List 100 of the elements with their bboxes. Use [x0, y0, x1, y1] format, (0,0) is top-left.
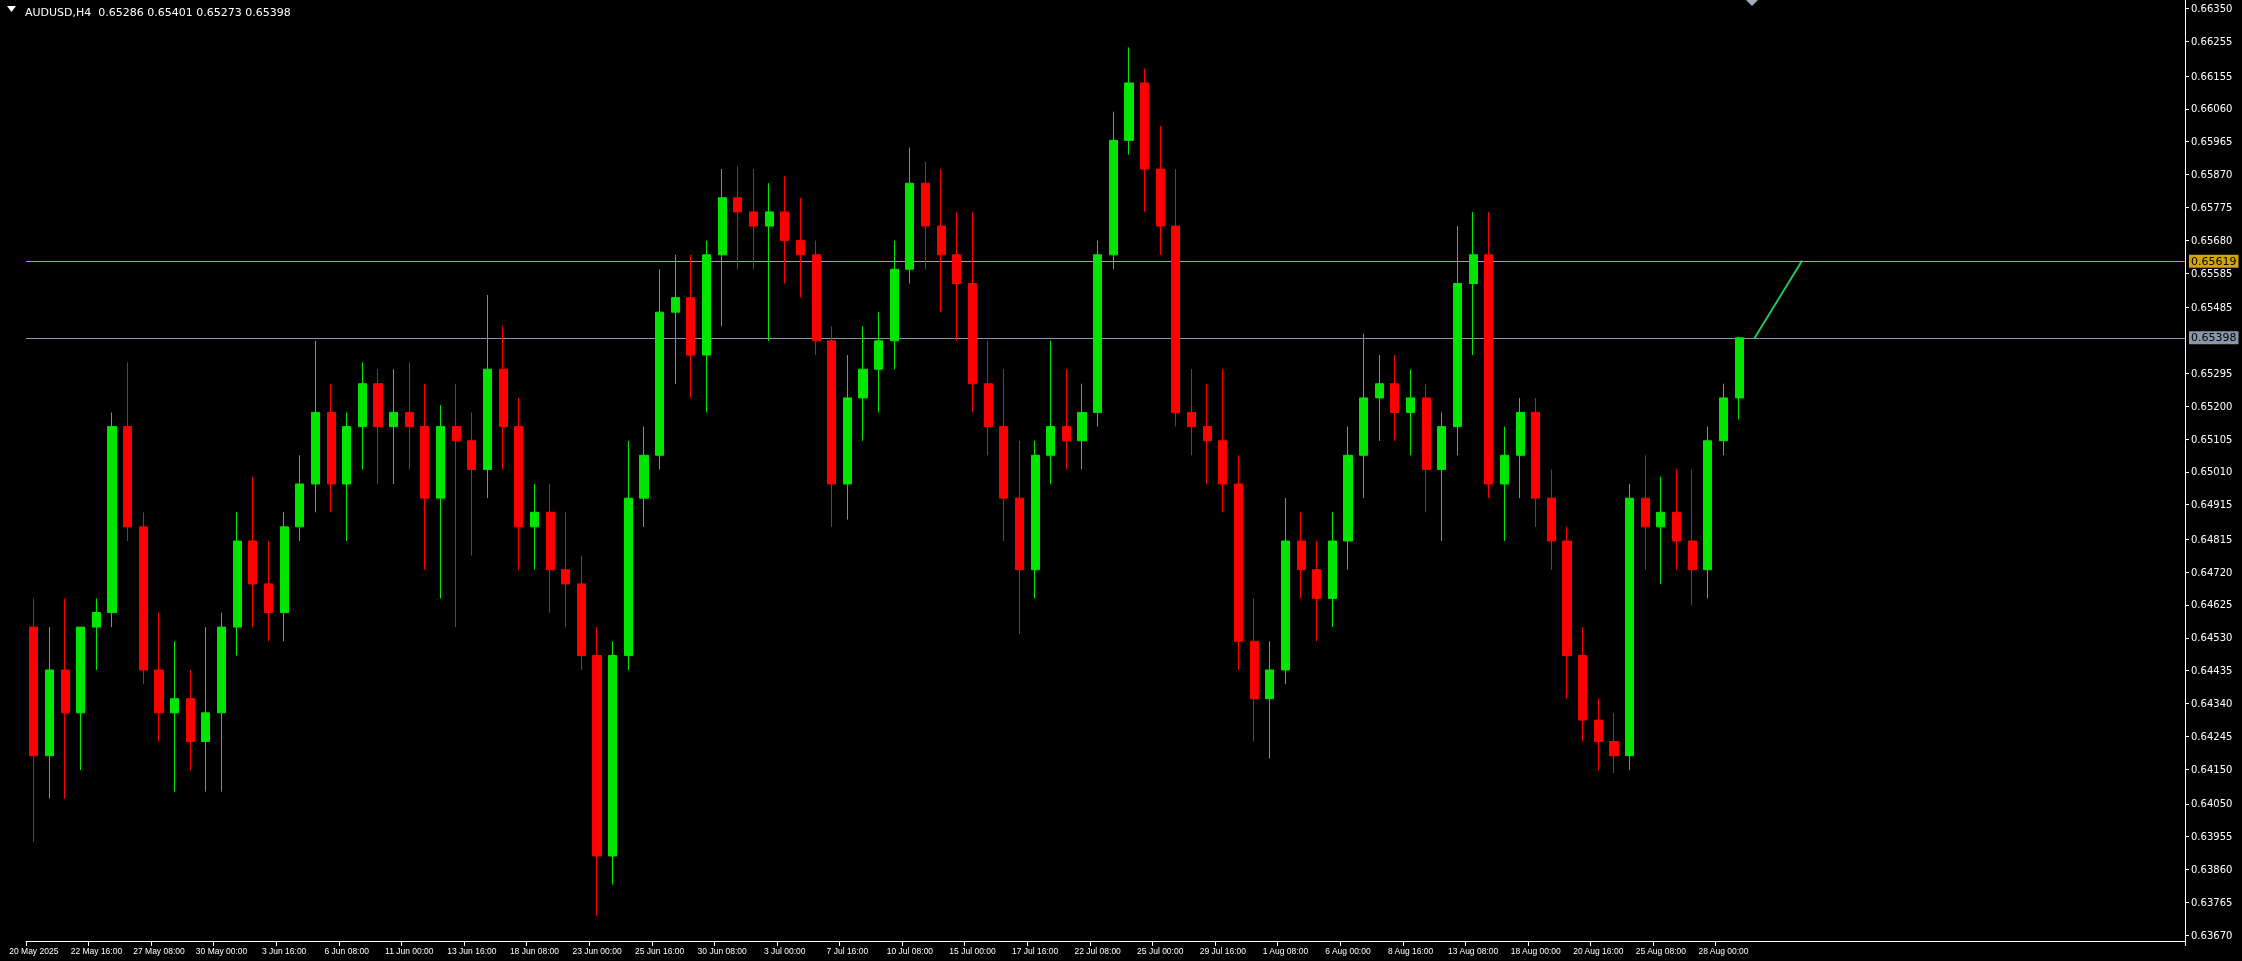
candlestick — [405, 361, 414, 470]
candlestick — [201, 626, 210, 793]
candlestick — [452, 383, 461, 628]
candlestick — [1500, 426, 1509, 542]
y-tick-label: 0.63860 — [2191, 863, 2233, 875]
candlestick — [1469, 211, 1478, 356]
y-tick-label: 0.65010 — [2191, 466, 2233, 478]
candlestick — [1328, 511, 1337, 628]
candlestick — [1234, 454, 1243, 671]
candlestick — [1641, 454, 1650, 571]
candlestick — [1124, 46, 1134, 156]
candlestick — [827, 325, 836, 528]
y-tick-label: 0.64530 — [2191, 632, 2233, 644]
candlestick — [890, 240, 899, 370]
candlestick — [765, 182, 774, 342]
candlestick — [874, 311, 883, 413]
candlestick — [639, 426, 649, 528]
candlestick — [170, 640, 179, 793]
candlestick — [1625, 483, 1634, 771]
x-tick-label: 20 May 2025 — [9, 945, 59, 956]
candlestick — [1594, 698, 1603, 771]
x-tick-label: 29 Jul 16:00 — [1199, 945, 1247, 956]
y-tick-label: 0.64150 — [2191, 763, 2233, 775]
candlestick — [61, 597, 70, 800]
candlestick — [248, 476, 257, 628]
candlestick — [92, 597, 101, 671]
candlestick — [1422, 383, 1431, 513]
x-tick-label: 13 Aug 08:00 — [1448, 945, 1499, 956]
candlestick — [1140, 68, 1149, 213]
y-tick-label: 0.63955 — [2191, 831, 2233, 843]
x-tick-label: 27 May 08:00 — [133, 945, 185, 956]
x-tick-label: 18 Jun 08:00 — [509, 945, 560, 956]
y-tick-label: 0.65870 — [2191, 169, 2233, 181]
candlestick — [686, 254, 695, 399]
candlestick — [1156, 125, 1165, 256]
x-tick-label: 6 Jun 08:00 — [324, 945, 370, 956]
y-tick-label: 0.65485 — [2191, 302, 2233, 314]
candlestick — [1406, 368, 1415, 456]
candlestick — [812, 240, 821, 356]
y-tick-label: 0.65680 — [2191, 234, 2233, 246]
candlestick — [1031, 440, 1040, 599]
candlestick — [1656, 476, 1665, 585]
candlestick — [1453, 225, 1462, 456]
candlestick — [1719, 383, 1728, 456]
candlestick — [373, 368, 383, 485]
candlestick — [1516, 397, 1525, 499]
x-tick-label: 22 Jul 08:00 — [1074, 945, 1122, 956]
y-tick-label: 0.65775 — [2191, 201, 2233, 213]
y-tick-label: 0.64625 — [2191, 599, 2233, 611]
candlestick — [780, 175, 789, 284]
candlestick — [937, 168, 946, 313]
candlestick — [1343, 426, 1353, 571]
candlestick — [1203, 383, 1212, 485]
ref-line-label: 0.65398 — [2191, 331, 2237, 345]
x-tick-label: 6 Aug 00:00 — [1325, 945, 1371, 956]
candlestick — [1187, 368, 1196, 456]
text: AUDUSD,H4 0.65286 0.65401 0.65273 0.65398 — [25, 6, 291, 19]
candlestick — [1046, 340, 1055, 485]
candlestick — [295, 454, 304, 542]
candlestick — [796, 197, 805, 299]
candlestick — [389, 368, 398, 485]
y-tick-label: 0.65200 — [2191, 400, 2233, 412]
y-tick-label: 0.65585 — [2191, 267, 2233, 279]
y-tick-label: 0.65295 — [2191, 367, 2233, 379]
candlestick — [1297, 511, 1306, 599]
y-tick-label: 0.64050 — [2191, 798, 2233, 810]
x-tick-label: 30 May 00:00 — [195, 945, 248, 956]
candlestick — [1312, 540, 1321, 642]
candlestick — [671, 254, 680, 385]
candlestick — [1171, 168, 1180, 428]
candlestick — [327, 383, 336, 513]
candlestick — [655, 268, 664, 470]
x-tick-label: 11 Jun 00:00 — [385, 945, 434, 956]
candlestick — [1437, 411, 1446, 542]
candlestick — [1547, 468, 1556, 571]
y-tick-label: 0.64435 — [2191, 665, 2233, 677]
candlestick — [1578, 626, 1587, 743]
candlestick — [1359, 333, 1368, 499]
y-tick-label: 0.64340 — [2191, 698, 2233, 709]
candlestick — [420, 383, 429, 571]
candlestick — [154, 612, 164, 743]
candlestick — [1375, 354, 1384, 442]
x-tick-label: 25 Jul 00:00 — [1137, 945, 1184, 956]
candlestick — [264, 540, 273, 642]
candlestick — [624, 440, 633, 671]
candlestick — [858, 325, 868, 442]
candlestick — [1062, 368, 1071, 470]
candlestick — [921, 161, 930, 270]
candlestick — [1109, 111, 1118, 270]
candlestick — [1218, 368, 1227, 513]
candlestick — [1015, 440, 1024, 635]
x-tick-label: 3 Jul 00:00 — [763, 945, 806, 956]
y-tick-label: 0.63765 — [2191, 896, 2233, 908]
candlestick — [530, 483, 539, 571]
candlestick — [1735, 336, 1744, 420]
x-tick-label: 17 Jul 16:00 — [1011, 945, 1059, 956]
x-tick-label: 13 Jun 16:00 — [447, 945, 497, 956]
candlestick — [1688, 468, 1697, 606]
candlestick — [514, 397, 523, 571]
candlestick — [1531, 397, 1540, 528]
